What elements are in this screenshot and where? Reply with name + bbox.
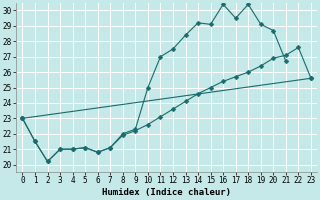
X-axis label: Humidex (Indice chaleur): Humidex (Indice chaleur) — [102, 188, 231, 197]
